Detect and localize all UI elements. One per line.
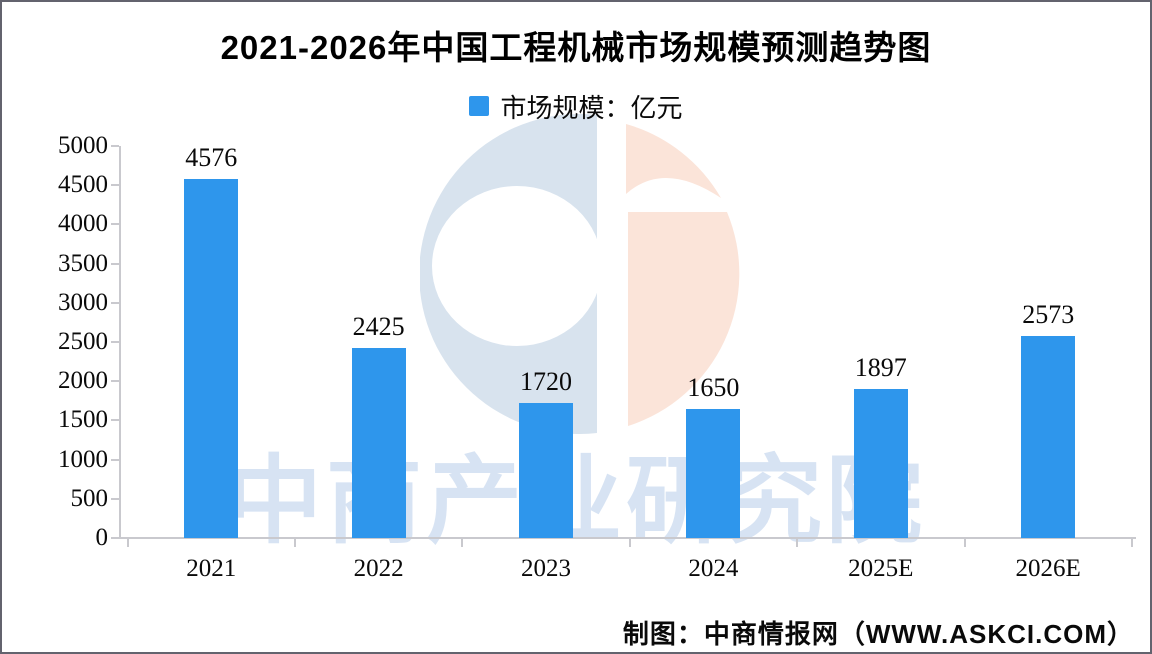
logo-peach-lower-segment bbox=[628, 212, 740, 426]
legend-swatch-icon bbox=[469, 96, 490, 116]
x-category-label: 2025E bbox=[848, 555, 914, 582]
bar-value-label: 4576 bbox=[185, 143, 238, 173]
y-tick-label: 1500 bbox=[58, 406, 108, 434]
bar-value-label: 2425 bbox=[352, 311, 405, 341]
y-tick-label: 2000 bbox=[58, 367, 108, 395]
y-axis-tick bbox=[111, 419, 119, 422]
logo-peach-top-wedge bbox=[626, 124, 721, 198]
y-tick-label: 3500 bbox=[58, 249, 108, 277]
x-axis-tick bbox=[628, 539, 631, 547]
y-tick-label: 5000 bbox=[58, 132, 108, 159]
watermark-logo-icon bbox=[420, 114, 740, 434]
y-axis-tick bbox=[111, 301, 119, 304]
y-axis-tick bbox=[111, 145, 119, 147]
x-category-label: 2022 bbox=[353, 555, 404, 582]
logo-inner-cutout bbox=[432, 186, 602, 346]
y-axis-tick bbox=[111, 341, 119, 343]
x-axis-tick bbox=[293, 539, 296, 547]
y-tick-label: 4500 bbox=[58, 171, 108, 199]
bar-2026E bbox=[1021, 336, 1076, 538]
x-axis-tick bbox=[796, 539, 799, 547]
bar-value-label: 2573 bbox=[1022, 300, 1075, 330]
bar-2021 bbox=[184, 179, 239, 538]
x-axis-tick bbox=[1130, 539, 1133, 547]
x-category-label: 2023 bbox=[521, 555, 571, 582]
y-axis-tick bbox=[111, 380, 119, 383]
y-axis-line bbox=[119, 146, 121, 539]
legend-label: 市场规模：亿元 bbox=[500, 92, 683, 123]
x-category-label: 2021 bbox=[186, 555, 237, 582]
y-tick-label: 4000 bbox=[58, 210, 108, 238]
y-tick-label: 0 bbox=[95, 524, 109, 551]
x-axis-tick bbox=[461, 539, 464, 547]
y-tick-label: 1000 bbox=[58, 445, 108, 473]
y-tick-label: 2500 bbox=[58, 328, 108, 355]
x-axis-tick bbox=[963, 539, 966, 547]
x-axis-tick bbox=[126, 539, 129, 547]
y-axis-tick bbox=[111, 497, 119, 500]
y-tick-label: 3000 bbox=[58, 288, 108, 316]
bar-2022 bbox=[351, 347, 406, 538]
bar-value-label: 1720 bbox=[520, 367, 572, 397]
bar-value-label: 1897 bbox=[854, 353, 907, 383]
y-axis-tick bbox=[111, 458, 119, 461]
bar-2025E bbox=[853, 389, 908, 538]
y-axis-tick bbox=[111, 262, 119, 265]
x-axis-line bbox=[113, 537, 1136, 539]
y-tick-label: 500 bbox=[70, 484, 109, 512]
watermark-text: 中商产业研究院 bbox=[226, 448, 926, 555]
legend: 市场规模：亿元 bbox=[2, 91, 1150, 123]
bar-2023 bbox=[519, 403, 573, 538]
bar-2024 bbox=[686, 408, 741, 538]
y-axis-tick bbox=[111, 184, 119, 187]
bar-value-label: 1650 bbox=[687, 372, 740, 402]
chart-title: 2021-2026年中国工程机械市场规模预测趋势图 bbox=[220, 29, 932, 66]
x-category-label: 2024 bbox=[688, 555, 739, 582]
footer-credit: 制图：中商情报网（WWW.ASKCI.COM） bbox=[622, 619, 1134, 649]
y-axis-tick bbox=[111, 223, 119, 226]
x-category-label: 2026E bbox=[1015, 555, 1081, 582]
y-axis-tick bbox=[111, 537, 119, 539]
